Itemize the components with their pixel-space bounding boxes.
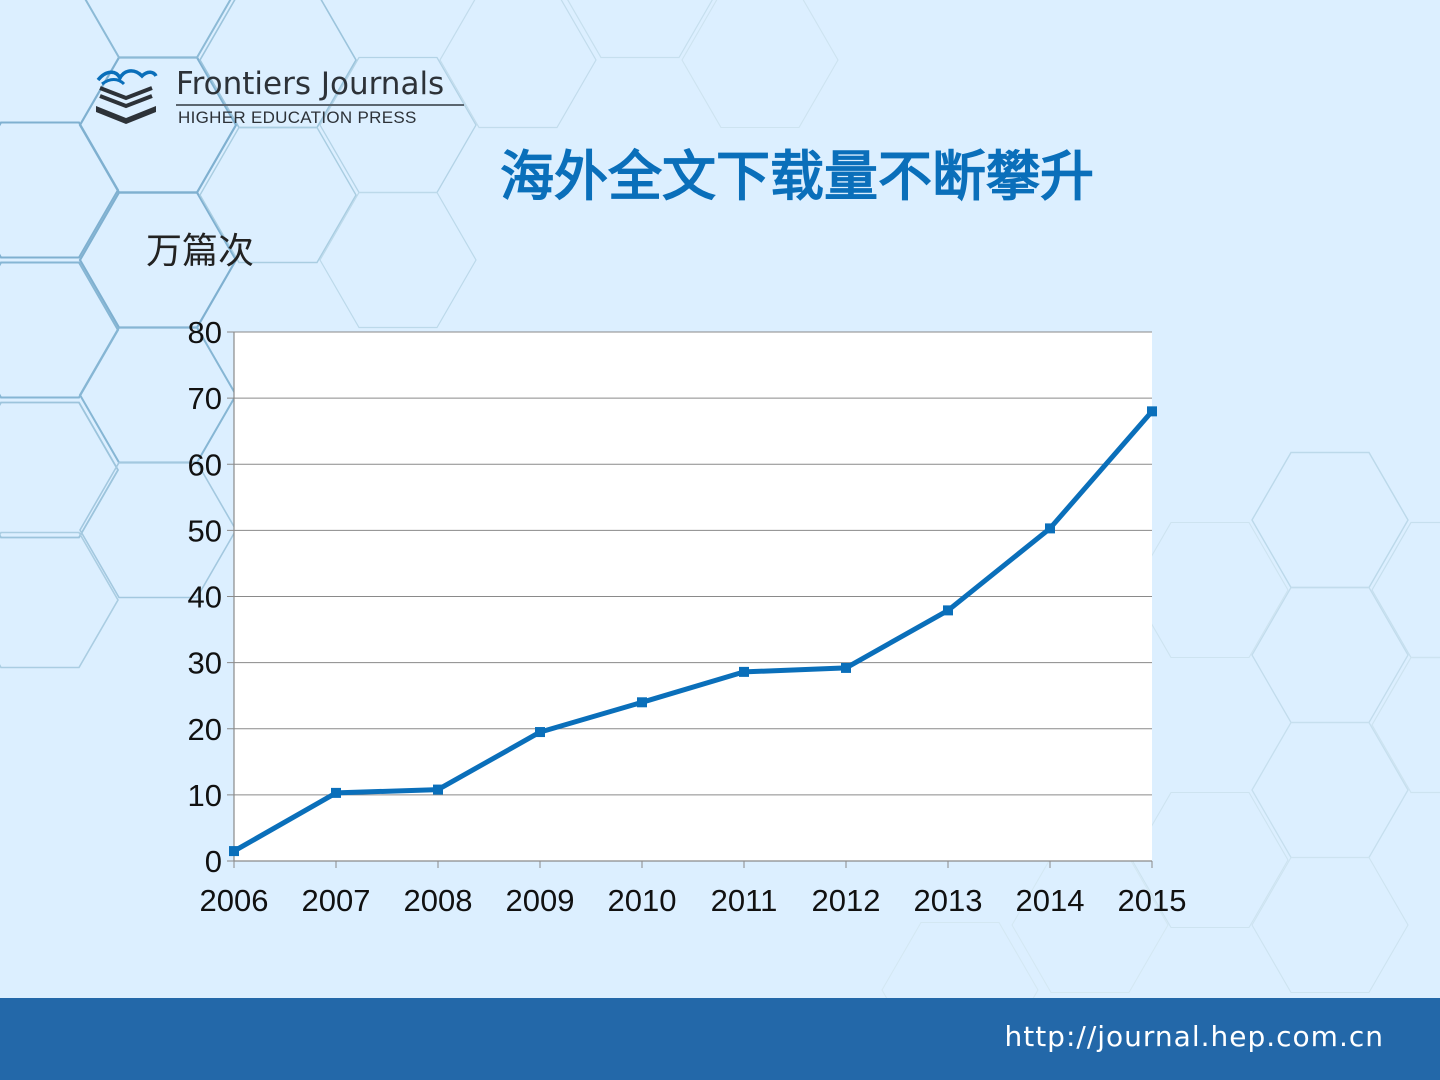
data-point [433,784,443,795]
series-line [232,409,1154,854]
data-point [229,846,239,857]
hexagon-shape [79,461,237,599]
y-tick-label: 40 [188,580,222,615]
x-tick-label: 2009 [506,883,575,918]
logo-name: Frontiers Journals [176,66,445,102]
hexagon-shape [0,531,119,669]
x-tick-label: 2011 [711,883,778,918]
hexagon-shape [1371,656,1440,794]
publisher-logo: Frontiers Journals HIGHER EDUCATION PRES… [92,62,472,134]
slide-title: 海外全文下载量不断攀升 [500,145,1094,208]
data-point [637,697,647,708]
hexagon-shape [199,126,357,264]
hexagon-shape [0,261,120,399]
data-point [841,662,851,673]
hexagon-shape [0,401,120,539]
x-tick-label: 2008 [404,883,473,918]
x-tick-label: 2015 [1118,883,1187,918]
unit-label: 万篇次 [146,231,255,272]
data-point [943,605,953,616]
hexagon-shape [1251,856,1409,994]
hexagon-shape [84,0,232,59]
data-point [331,787,341,798]
y-tick-label: 50 [188,513,222,548]
y-tick-label: 30 [188,646,222,681]
hexagon-shape [319,191,477,329]
logo-subtitle: HIGHER EDUCATION PRESS [178,108,417,127]
y-tick-label: 60 [188,447,222,482]
book-wave-icon [96,69,158,124]
footer-bar: http://journal.hep.com.cn [0,998,1440,1080]
x-tick-label: 2006 [200,883,269,918]
x-tick-label: 2012 [812,883,881,918]
x-tick-label: 2010 [608,883,677,918]
hexagon-shape [0,121,120,259]
hexagon-shape [439,0,597,129]
y-tick-label: 80 [188,315,222,350]
hexagon-shape [681,0,839,129]
data-point [739,666,749,677]
data-point [535,727,545,738]
data-point [1147,406,1157,417]
footer-url: http://journal.hep.com.cn [1004,1020,1384,1053]
data-point [1045,523,1055,534]
downloads-line-chart: 0 10 20 30 40 50 60 70 80 2006 2007 2008 2009 2010 201… [188,315,1187,918]
logo-divider [176,104,464,106]
y-tick-label: 70 [188,381,222,416]
y-tick-label: 0 [205,844,222,879]
hexagon-shape [1371,521,1440,659]
x-tick-label: 2007 [302,883,371,918]
hexagon-shape [567,0,713,59]
x-tick-label: 2013 [914,883,983,918]
x-tick-label: 2014 [1016,883,1085,918]
y-tick-label: 20 [188,712,222,747]
y-tick-label: 10 [188,778,222,813]
